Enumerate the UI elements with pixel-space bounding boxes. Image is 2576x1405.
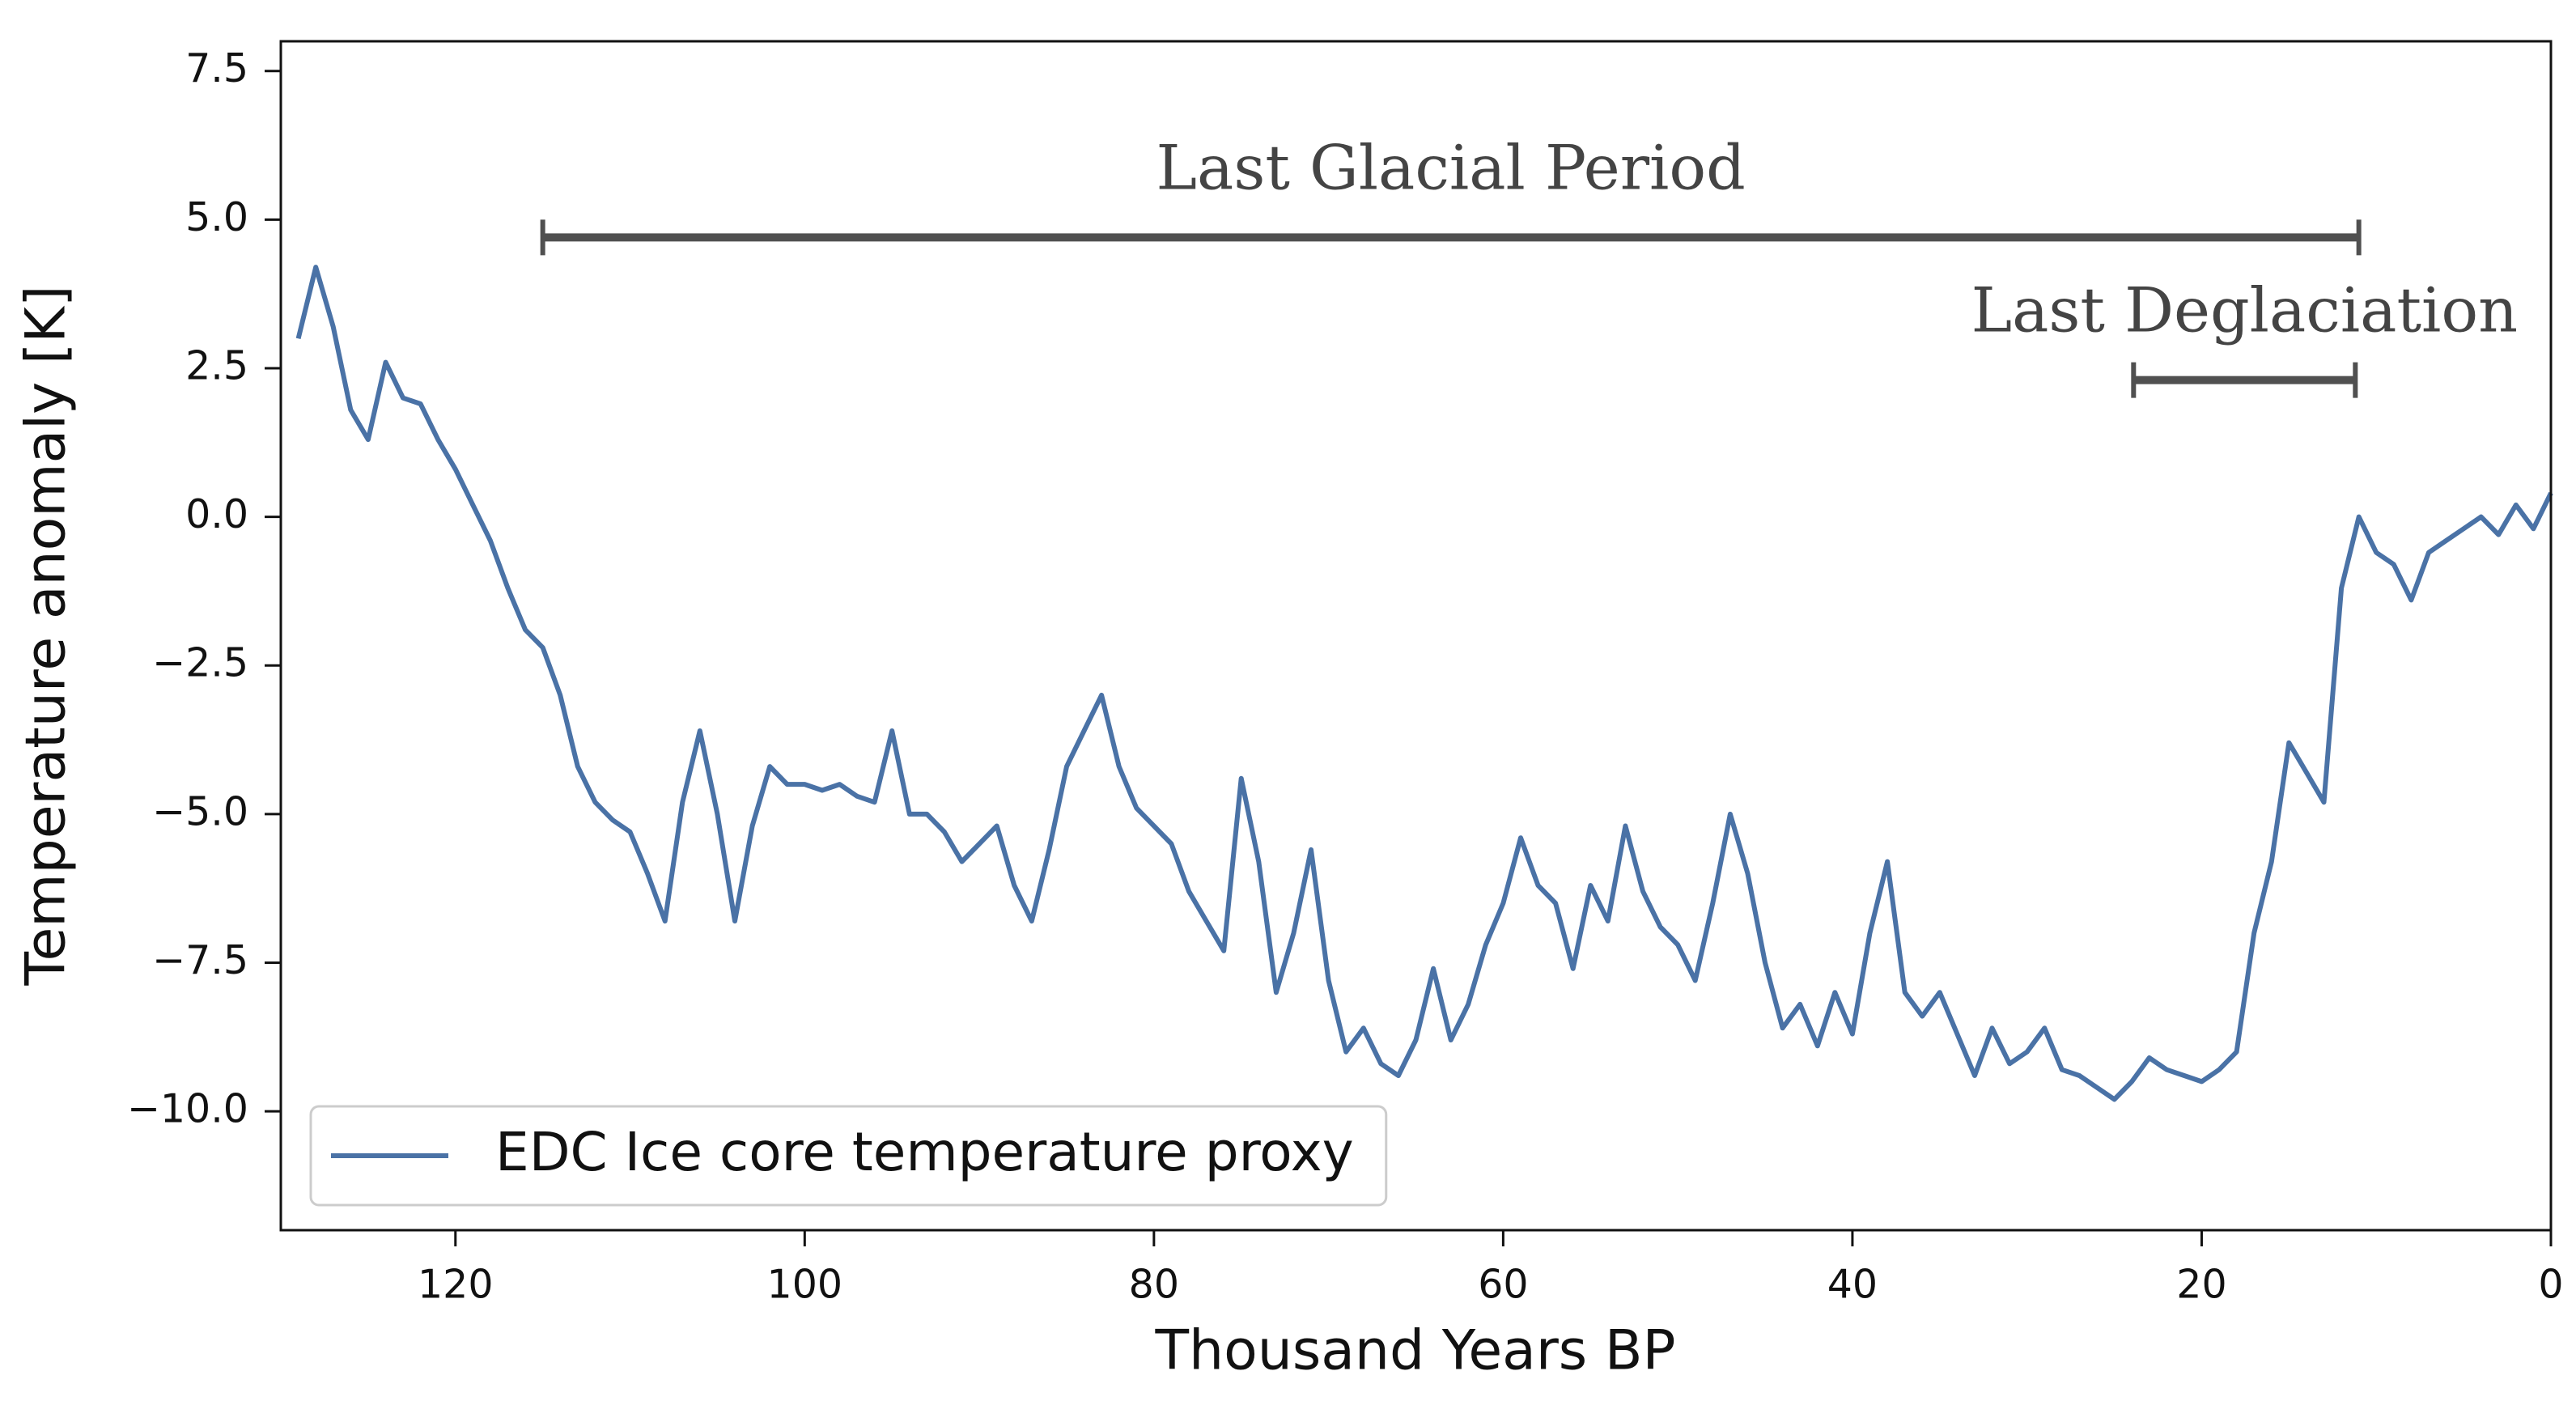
- y-tick-label: 2.5: [185, 342, 248, 388]
- y-tick-label: 0.0: [185, 491, 248, 537]
- y-axis-label: Temperature anomaly [K]: [15, 285, 79, 986]
- y-tick-label: −5.0: [152, 788, 248, 834]
- x-tick-label: 20: [2176, 1262, 2226, 1308]
- legend-box: [309, 1105, 1388, 1207]
- y-tick-label: 7.5: [185, 45, 248, 91]
- plot-frame: [279, 40, 2553, 1232]
- x-tick-label: 100: [767, 1262, 843, 1308]
- annotation-text: Last Glacial Period: [1156, 131, 1746, 203]
- x-axis-label: Thousand Years BP: [1155, 1319, 1676, 1383]
- y-tick-label: 5.0: [185, 194, 248, 240]
- x-tick-label: 0: [2538, 1262, 2563, 1308]
- y-tick-label: −2.5: [152, 640, 248, 686]
- y-tick-label: −7.5: [152, 937, 248, 983]
- x-tick-label: 40: [1827, 1262, 1878, 1308]
- x-tick-label: 120: [418, 1262, 494, 1308]
- x-tick-label: 60: [1478, 1262, 1528, 1308]
- legend-label: EDC Ice core temperature proxy: [495, 1121, 1354, 1183]
- y-tick-label: −10.0: [127, 1086, 248, 1132]
- annotation-text: Last Deglaciation: [1971, 274, 2518, 346]
- x-tick-label: 80: [1129, 1262, 1179, 1308]
- data-line: [295, 265, 2553, 1102]
